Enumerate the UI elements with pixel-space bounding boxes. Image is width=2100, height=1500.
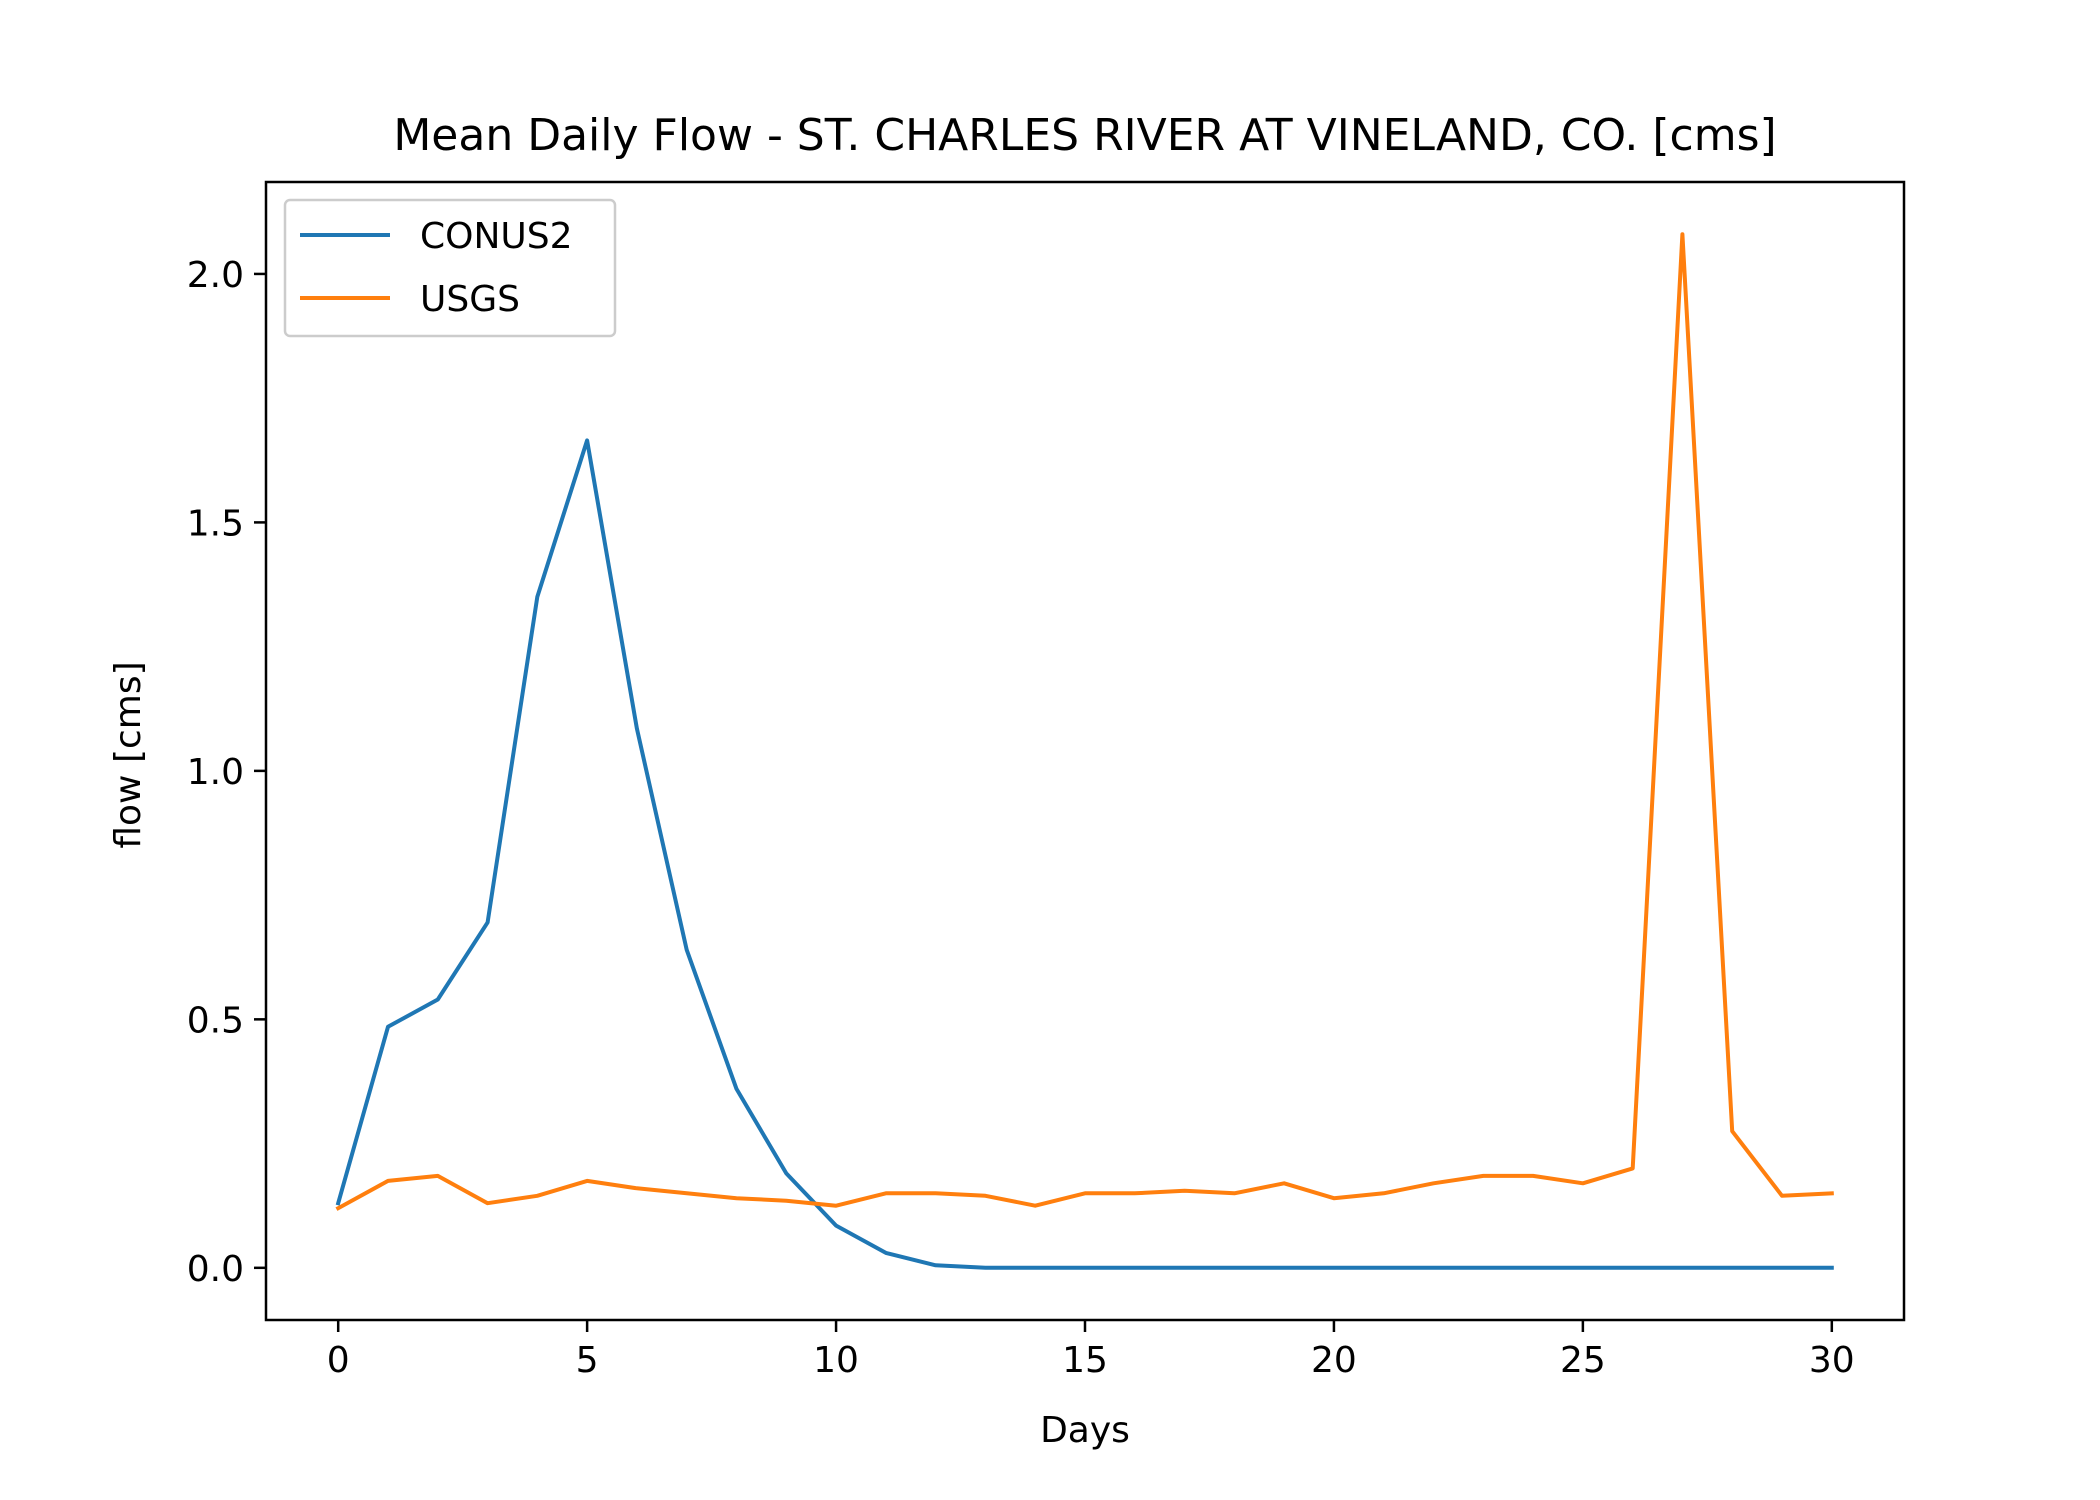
- legend-label-usgs: USGS: [420, 279, 520, 320]
- x-tick-label: 0: [327, 1340, 350, 1381]
- plot-area: 0 5 10 15 20 25 30 0.0 0.5 1.0 1.5 2.0: [187, 180, 1906, 1381]
- x-tick-label: 15: [1062, 1340, 1108, 1381]
- x-tick-label: 20: [1311, 1340, 1357, 1381]
- y-tick-label: 0.5: [187, 1000, 244, 1041]
- y-tick-label: 2.0: [187, 255, 244, 296]
- y-tick-label: 1.0: [187, 752, 244, 793]
- y-axis-label: flow [cms]: [108, 661, 149, 848]
- x-tick-label: 5: [576, 1340, 599, 1381]
- x-tick-label: 30: [1809, 1340, 1855, 1381]
- legend: CONUS2 USGS: [283, 198, 617, 338]
- x-axis-label: Days: [1040, 1410, 1130, 1451]
- legend-label-conus2: CONUS2: [420, 216, 573, 257]
- y-tick-label: 0.0: [187, 1249, 244, 1290]
- x-tick-label: 25: [1560, 1340, 1606, 1381]
- y-tick-label: 1.5: [187, 503, 244, 544]
- x-tick-label: 10: [813, 1340, 859, 1381]
- series-line-conus2: [335, 438, 1834, 1270]
- series-line-usgs: [335, 232, 1834, 1211]
- chart-title: Mean Daily Flow - ST. CHARLES RIVER AT V…: [393, 110, 1776, 161]
